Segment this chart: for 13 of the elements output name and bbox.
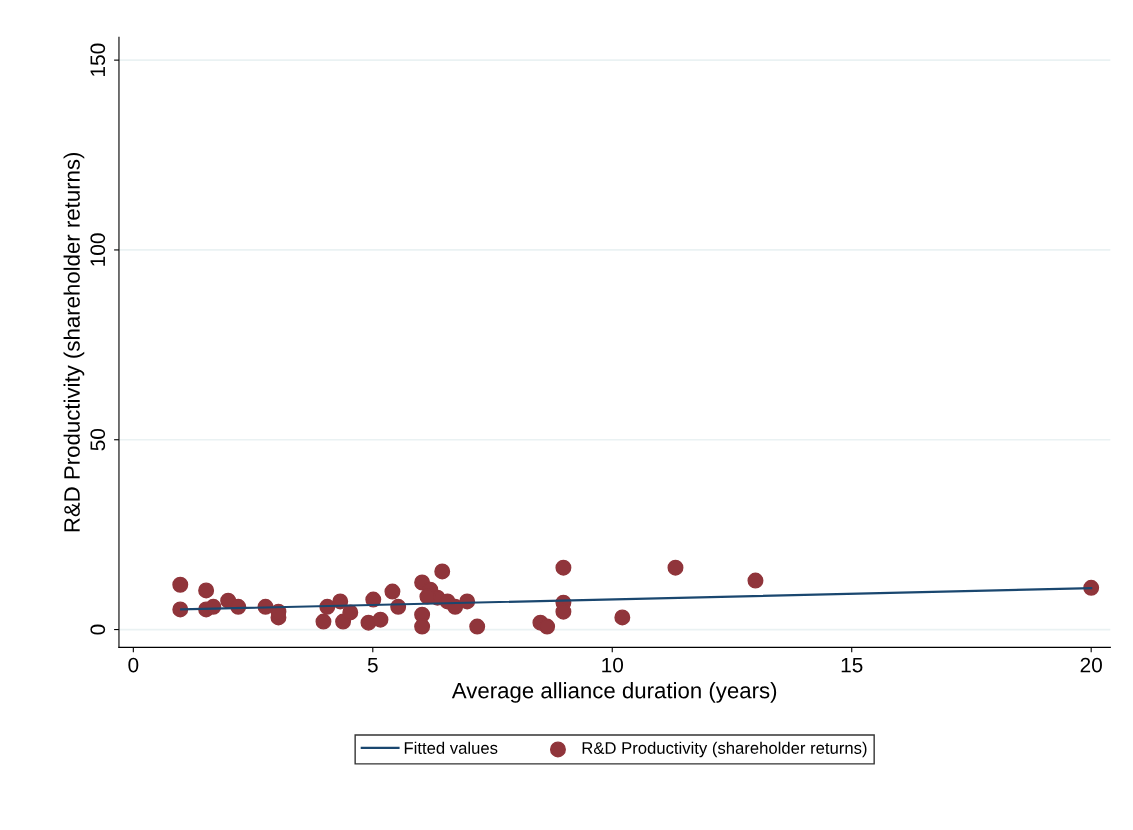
x-axis-title: Average alliance duration (years) bbox=[451, 682, 777, 703]
y-axis-title: R&D Productivity (shareholder returns) bbox=[63, 152, 85, 532]
x-tick-label: 10 bbox=[602, 657, 624, 673]
x-tick-label: 5 bbox=[367, 657, 378, 673]
y-tick-label: 100 bbox=[90, 233, 106, 266]
x-tick-label: 15 bbox=[841, 657, 863, 673]
legend-label: R&D Productivity (shareholder returns) bbox=[582, 741, 867, 758]
y-tick-label: 0 bbox=[90, 624, 106, 635]
y-tick-label: 50 bbox=[90, 428, 106, 451]
x-tick-label: 20 bbox=[1080, 657, 1102, 673]
legend-label: Fitted values bbox=[404, 741, 498, 754]
x-tick-label: 0 bbox=[128, 657, 139, 673]
y-tick-label: 150 bbox=[90, 43, 106, 76]
